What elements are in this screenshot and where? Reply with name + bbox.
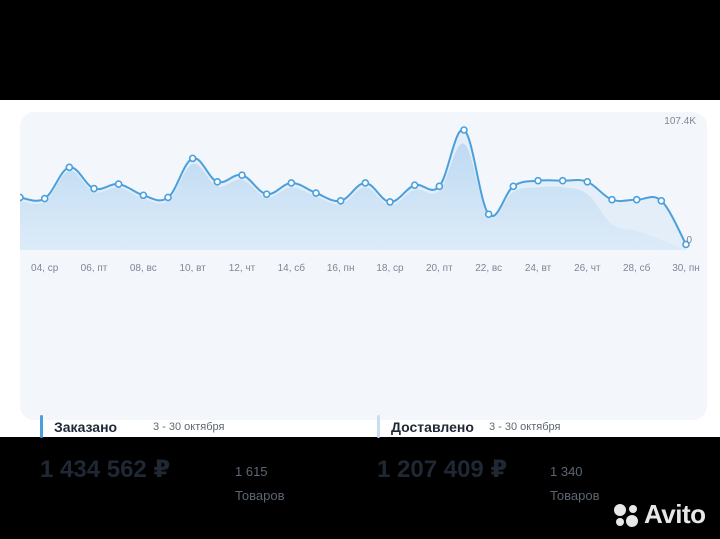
avito-logo-icon [614,504,638,527]
ordered-point-20 [435,182,444,191]
ordered-point-23 [509,182,518,191]
ordered-amount: 1 434 562 ₽ [40,456,171,483]
ordered-point-15 [312,189,320,197]
ordered-point-05 [65,163,74,172]
ordered-point-13 [262,190,271,198]
delivered-unit: Товаров [550,488,600,503]
avito-watermark: Avito [612,499,712,530]
ordered-title: Заказано [54,419,118,435]
delivered-title: Доставлено [391,419,474,435]
x-tick-label: 30, пн [672,263,700,274]
ordered-point-19 [410,181,419,189]
x-tick-label: 20, пт [426,263,453,274]
ordered-count: 1 615 [235,464,268,479]
x-tick-label: 10, вт [179,263,206,274]
y-min-label: 0 [686,235,692,246]
ordered-point-10 [188,154,197,163]
ordered-line [20,128,687,245]
ordered-point-25 [558,176,567,185]
ordered-point-14 [287,179,296,187]
ordered-point-04 [40,194,49,203]
ordered-point-18 [386,198,394,206]
ordered-point-03 [20,193,24,202]
delivered-color-bar [377,415,380,438]
sales-chart: 04, ср 06, пт 08, вс 10, вт 12, чт 14, сб 16, … [20,116,700,274]
ordered-color-bar [40,415,43,438]
delivered-period: 3 - 30 октября [489,421,561,433]
ordered-point-27 [608,195,616,204]
ordered-point-07 [114,180,123,188]
x-tick-label: 14, сб [278,262,306,274]
x-tick-label: 16, пн [327,263,355,274]
x-tick-label: 04, ср [31,263,59,274]
avito-logo-text: Avito [644,499,706,529]
ordered-point-26 [583,178,592,186]
y-max-label: 107.4K [664,116,696,127]
ordered-point-16 [336,197,345,205]
ordered-point-08 [139,191,148,200]
ordered-point-12 [238,171,246,179]
ordered-point-24 [534,176,542,185]
x-tick-label: 06, пт [81,263,108,274]
ordered-point-21 [460,126,468,134]
x-tick-label: 22, вс [475,263,502,274]
ordered-point-22 [484,210,493,219]
ordered-point-30 [682,240,690,249]
x-tick-label: 18, ср [376,263,404,274]
x-tick-label: 12, чт [229,263,256,274]
sales-chart-card: 04, ср 06, пт 08, вс 10, вт 12, чт 14, сб 16, … [20,112,707,503]
ordered-point-09 [164,193,172,202]
ordered-point-29 [657,197,666,205]
x-tick-label: 26, чт [574,263,601,274]
delivered-count: 1 340 [550,464,583,479]
ordered-point-17 [361,179,370,187]
x-tick-label: 28, сб [623,262,651,274]
delivered-area [20,143,686,250]
ordered-point-06 [90,184,98,193]
ordered-unit: Товаров [235,488,285,503]
ordered-point-11 [213,178,222,186]
x-tick-label: 08, вс [130,263,157,274]
delivered-amount: 1 207 409 ₽ [377,456,508,483]
x-tick-label: 24, вт [525,263,552,274]
ordered-point-28 [632,195,641,204]
ordered-period: 3 - 30 октября [153,421,225,433]
